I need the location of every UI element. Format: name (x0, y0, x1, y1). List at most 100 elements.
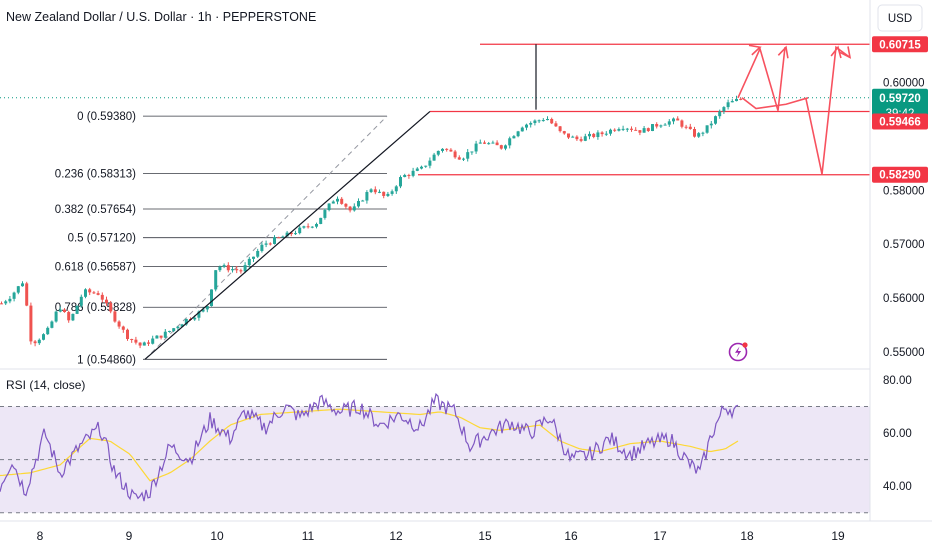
candle (310, 226, 314, 228)
candle (462, 158, 465, 160)
candle (298, 227, 302, 234)
rsi-axis[interactable]: 80.00 60.00 40.00 (883, 375, 912, 493)
candle (50, 321, 54, 328)
candle (651, 124, 654, 132)
candle (231, 269, 234, 271)
candle (470, 151, 474, 153)
candle (180, 324, 184, 327)
candle (604, 133, 608, 135)
candle (88, 289, 92, 293)
candle (520, 127, 524, 132)
rsi-line (0, 392, 739, 502)
candle (382, 191, 386, 196)
candle (63, 309, 66, 313)
price-tick-label: 0.58000 (883, 185, 925, 197)
fib-retracement[interactable]: 0 (0.59380) 0.236 (0.58313) 0.382 (0.57654… (55, 111, 388, 366)
candle (642, 128, 646, 133)
candle (222, 265, 226, 267)
candle (735, 98, 738, 102)
candle (474, 143, 478, 152)
projection-leg (805, 45, 851, 175)
candle (667, 121, 671, 125)
candle (562, 131, 566, 134)
candle (533, 120, 537, 124)
time-tick-label: 18 (740, 529, 754, 543)
candle (281, 236, 285, 238)
candle (588, 133, 591, 137)
candle (71, 313, 75, 321)
candle (96, 293, 100, 295)
candle (491, 142, 495, 144)
time-tick-label: 17 (653, 529, 667, 543)
candle (92, 292, 96, 294)
horizontal-levels[interactable] (418, 43, 870, 176)
level-price-tag-mid: 0.59466 (879, 116, 921, 128)
candle (130, 339, 134, 341)
candle (163, 331, 167, 338)
candle (583, 136, 587, 141)
candle (701, 132, 705, 134)
candle (155, 335, 159, 339)
candle (0, 303, 3, 305)
price-tick-label: 0.57000 (883, 239, 925, 251)
candle (508, 138, 512, 146)
candle (600, 132, 604, 135)
candle (428, 160, 432, 166)
candle (693, 129, 696, 137)
candle (361, 200, 365, 202)
candle (100, 294, 104, 300)
candle (113, 311, 117, 322)
candle (16, 286, 20, 293)
candle (12, 292, 16, 299)
time-axis[interactable]: 8 9 10 11 12 15 16 17 18 19 (37, 529, 845, 543)
currency-button[interactable]: USD (877, 4, 923, 32)
current-price-tag: 0.59720 (879, 93, 921, 105)
candle (348, 206, 352, 211)
time-tick-label: 11 (302, 529, 315, 543)
projection-leg (741, 97, 809, 110)
candle (294, 233, 297, 235)
candle (441, 148, 444, 151)
candle (105, 299, 108, 304)
candle (449, 149, 453, 152)
candle (550, 118, 554, 124)
rsi-title: RSI (14, close) (6, 378, 85, 392)
candle (739, 98, 743, 100)
trend-lines[interactable] (144, 44, 537, 360)
candle (264, 243, 268, 245)
candle (525, 124, 528, 128)
candle (151, 338, 155, 344)
fib-level-label: 1 (0.54860) (77, 354, 136, 366)
price-tick-label: 0.56000 (883, 293, 925, 305)
candle (592, 133, 596, 137)
candle (168, 330, 171, 332)
candle (457, 157, 461, 160)
candle (159, 335, 163, 338)
projection-path[interactable] (737, 44, 852, 175)
candle (420, 166, 423, 169)
projection-arrowhead (839, 46, 852, 59)
lightning-icon[interactable] (728, 342, 748, 362)
candle (567, 133, 570, 138)
candle (684, 126, 688, 128)
candle (705, 125, 709, 133)
candle (709, 123, 713, 126)
price-axis[interactable]: 0.60000 0.58000 0.57000 0.56000 0.55000 (883, 78, 925, 359)
candle (424, 165, 428, 167)
time-tick-label: 15 (478, 529, 492, 543)
candle (445, 148, 449, 150)
candle (357, 200, 360, 207)
fib-level-label: 0 (0.59380) (77, 111, 136, 123)
candle (516, 131, 520, 137)
rsi-tick-label: 80.00 (883, 375, 912, 387)
candle (197, 311, 201, 318)
projection-arrowhead (777, 45, 789, 59)
candle (210, 289, 213, 307)
candle (386, 193, 390, 196)
candle (25, 283, 29, 306)
candle (483, 142, 486, 144)
rsi-tick-label: 60.00 (883, 428, 912, 440)
fib-diagonal (144, 115, 388, 360)
